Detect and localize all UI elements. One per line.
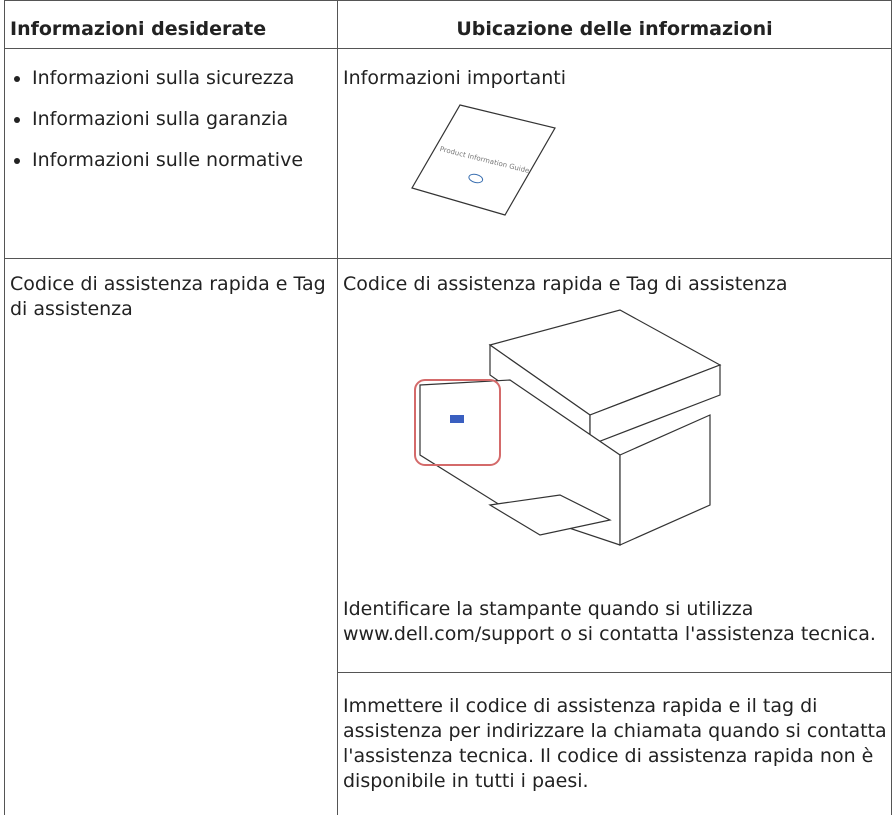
rule <box>4 0 5 815</box>
cell-title: Informazioni importanti <box>343 67 566 89</box>
paragraph: Immettere il codice di assistenza rapida… <box>343 695 887 792</box>
header-cell: Ubicazione delle informazioni <box>456 18 773 40</box>
rule <box>337 0 338 815</box>
document-illustration: Product Information Guide <box>411 104 556 216</box>
printer-illustration <box>414 309 722 546</box>
bullet-list: Informazioni sulla sicurezza Informazion… <box>12 66 322 173</box>
bullet: Informazioni sulla sicurezza <box>32 66 322 91</box>
bullet: Informazioni sulla garanzia <box>32 107 322 132</box>
rule <box>4 258 892 259</box>
cell: Informazioni sulla sicurezza Informazion… <box>12 66 322 189</box>
rule <box>891 0 892 815</box>
rule <box>4 0 892 1</box>
cell-title: Codice di assistenza rapida e Tag di ass… <box>343 273 788 295</box>
rule <box>4 48 892 49</box>
rule <box>337 672 892 673</box>
header-cell: Informazioni desiderate <box>10 18 267 40</box>
paragraph: Identificare la stampante quando si util… <box>343 598 876 645</box>
bullet: Informazioni sulle normative <box>32 148 322 173</box>
cell: Codice di assistenza rapida e Tag di ass… <box>10 273 326 320</box>
